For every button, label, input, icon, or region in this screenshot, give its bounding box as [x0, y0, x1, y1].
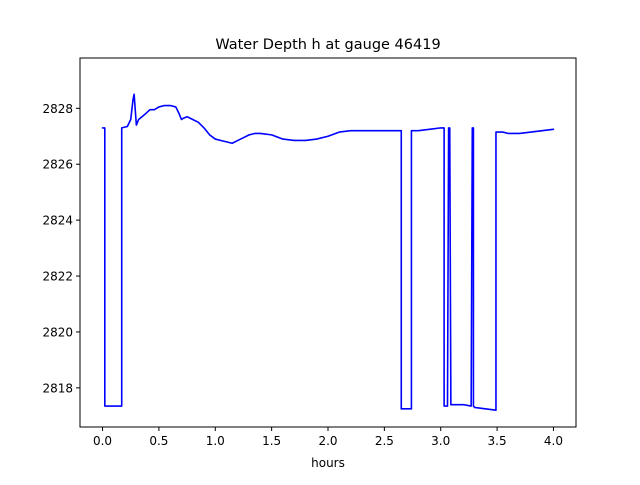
- x-axis-ticks: 0.0 0.5 1.0 1.5 2.0 2.5 3.0 3.5 4.0: [93, 427, 563, 448]
- x-tick-label: 0.5: [149, 434, 168, 448]
- y-tick-label: 2824: [42, 214, 73, 228]
- chart-title: Water Depth h at gauge 46419: [215, 37, 440, 53]
- series-layer: [101, 93, 555, 412]
- y-tick-label: 2820: [42, 325, 73, 339]
- x-tick-label: 2.5: [375, 434, 394, 448]
- plot-frame: [79, 57, 577, 428]
- x-axis-label: hours: [311, 456, 345, 470]
- y-tick-label: 2822: [42, 270, 73, 284]
- x-tick-label: 1.0: [206, 434, 225, 448]
- y-tick-label: 2828: [42, 102, 73, 116]
- x-tick-label: 3.5: [488, 434, 507, 448]
- x-tick-label: 0.0: [93, 434, 112, 448]
- y-axis-ticks: 2818 2820 2822 2824 2826 2828: [42, 102, 80, 395]
- x-tick-label: 3.0: [431, 434, 450, 448]
- series-line: [101, 93, 555, 412]
- x-tick-label: 1.5: [262, 434, 281, 448]
- x-tick-label: 2.0: [318, 434, 337, 448]
- y-tick-label: 2818: [42, 381, 73, 395]
- y-tick-label: 2826: [42, 158, 73, 172]
- x-tick-label: 4.0: [544, 434, 563, 448]
